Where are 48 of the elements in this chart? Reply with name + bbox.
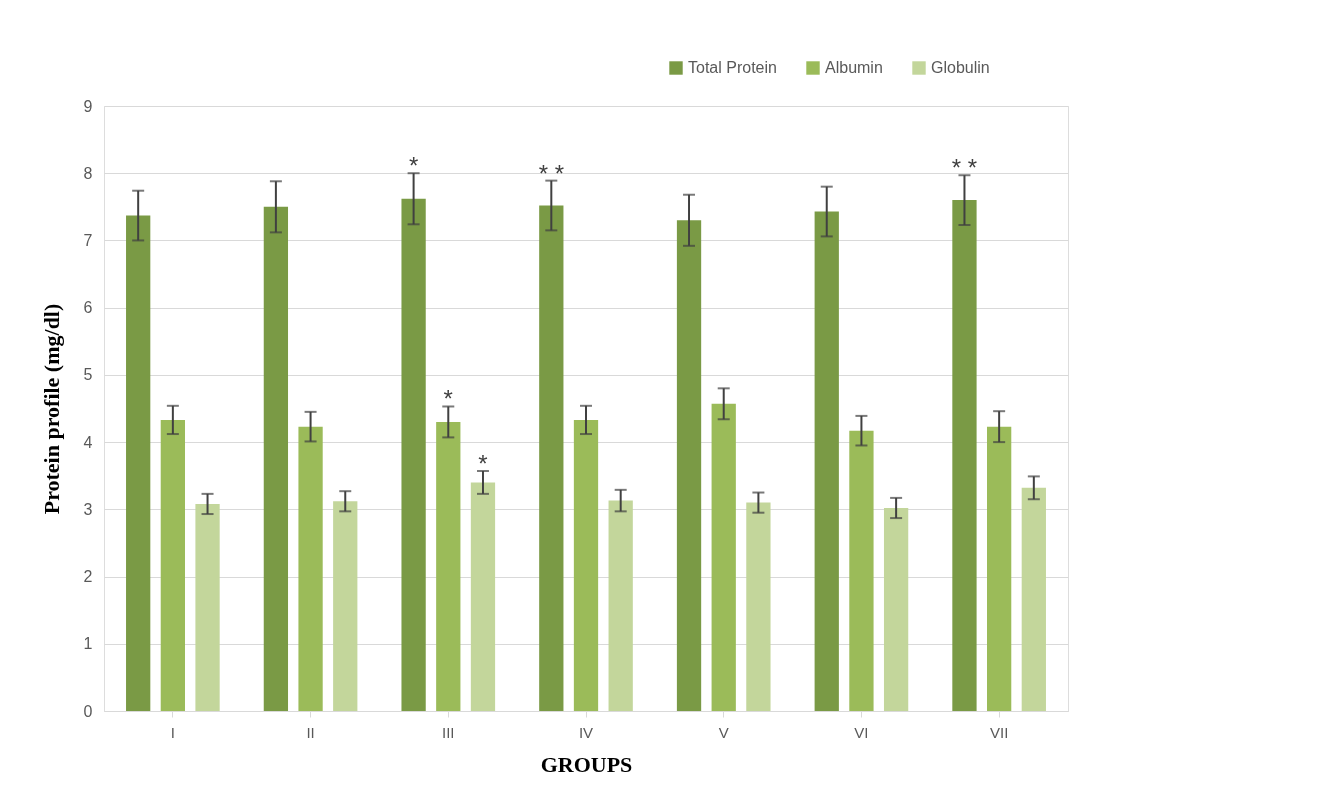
- bar: [539, 205, 564, 711]
- bar: [298, 426, 323, 711]
- y-axis-title: Protein profile (mg/dl): [38, 303, 64, 515]
- annotation: *: [478, 450, 488, 478]
- x-tick-label: III: [442, 723, 455, 741]
- bar: [263, 206, 289, 711]
- bar: [814, 211, 839, 711]
- y-tick-label: 9: [83, 97, 93, 115]
- bar: [436, 421, 461, 711]
- bar: [711, 403, 736, 711]
- y-tick-label: 3: [83, 500, 93, 518]
- x-tick-label: VI: [854, 723, 869, 741]
- bar: [883, 507, 909, 711]
- bar: [470, 482, 496, 711]
- bar: [746, 502, 771, 711]
- annotation: * *: [538, 159, 564, 187]
- x-axis-title: GROUPS: [540, 751, 633, 777]
- legend-label: Total Protein: [688, 59, 777, 76]
- y-tick-label: 4: [83, 433, 93, 451]
- bar: [160, 419, 185, 711]
- bar: [333, 501, 358, 711]
- bar: [1021, 487, 1046, 711]
- bar: [952, 200, 977, 711]
- y-tick-label: 1: [83, 635, 93, 653]
- bar: [608, 500, 633, 711]
- annotation: *: [408, 152, 419, 180]
- legend-label: Albumin: [825, 59, 883, 76]
- annotation: *: [443, 385, 453, 413]
- y-tick-label: 5: [83, 366, 93, 384]
- y-tick-label: 8: [83, 164, 93, 182]
- legend-label: Globulin: [931, 59, 990, 76]
- annotation: * *: [951, 154, 978, 182]
- x-tick-label: V: [718, 723, 729, 741]
- bar: [195, 503, 220, 711]
- bar: [849, 430, 874, 711]
- bar: [126, 215, 151, 711]
- x-tick-label: IV: [578, 723, 594, 741]
- y-tick-label: 2: [83, 568, 93, 586]
- bar: [573, 419, 599, 711]
- bar: [676, 220, 702, 711]
- y-tick-label: 0: [83, 702, 93, 720]
- x-tick-label: I: [170, 723, 175, 741]
- y-tick-label: 6: [83, 299, 93, 317]
- x-tick-label: VII: [989, 723, 1009, 741]
- bar: [401, 198, 426, 711]
- y-tick-label: 7: [83, 231, 93, 249]
- bar: [987, 426, 1012, 711]
- x-tick-label: II: [306, 723, 315, 741]
